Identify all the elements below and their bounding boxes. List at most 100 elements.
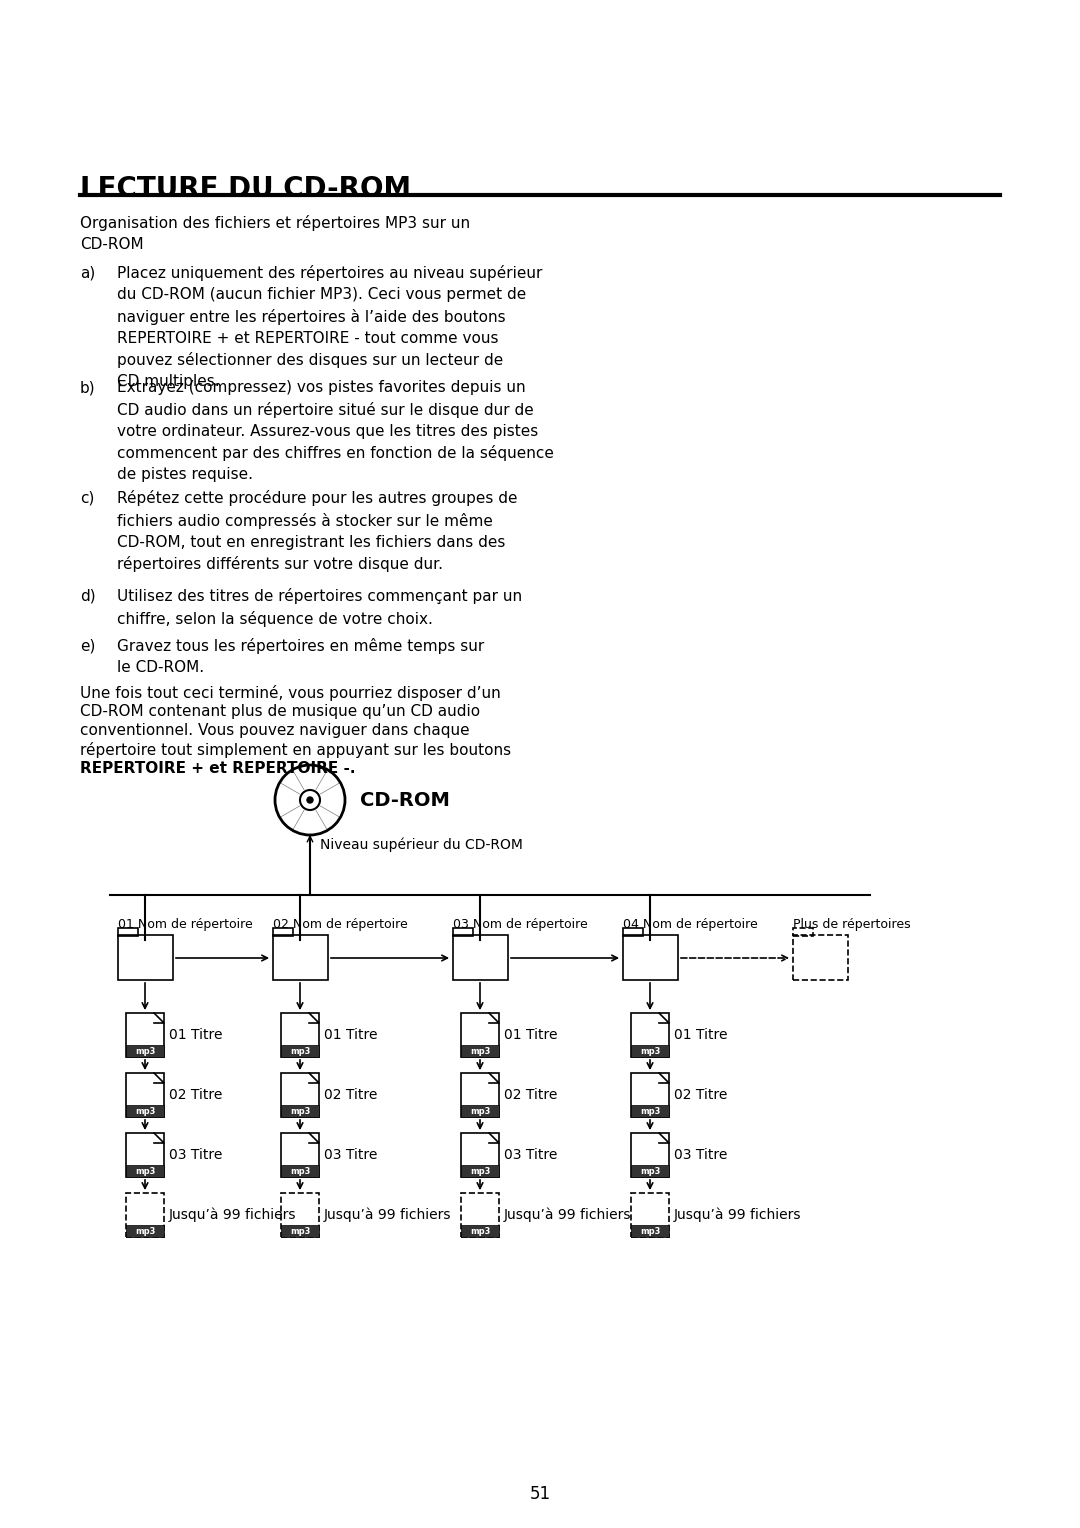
Text: d): d) (80, 588, 96, 604)
Bar (281, 1193, 319, 1238)
Bar (461, 1225, 499, 1238)
Text: 01 Titre: 01 Titre (674, 1028, 728, 1042)
Bar (126, 1193, 164, 1238)
Bar (631, 1073, 669, 1117)
Text: mp3: mp3 (135, 1227, 156, 1236)
Text: 01 Nom de répertoire: 01 Nom de répertoire (118, 918, 253, 931)
Text: conventionnel. Vous pouvez naviguer dans chaque: conventionnel. Vous pouvez naviguer dans… (80, 723, 470, 738)
Text: 02 Nom de répertoire: 02 Nom de répertoire (273, 918, 408, 931)
Text: Utilisez des titres de répertoires commençant par un
chiffre, selon la séquence : Utilisez des titres de répertoires comme… (117, 588, 522, 626)
Text: mp3: mp3 (135, 1047, 156, 1056)
Bar (631, 1013, 669, 1057)
Bar (631, 1105, 669, 1117)
Text: 02 Titre: 02 Titre (504, 1088, 557, 1102)
Text: répertoire tout simplement en appuyant sur les boutons: répertoire tout simplement en appuyant s… (80, 743, 511, 758)
Text: 02 Titre: 02 Titre (674, 1088, 727, 1102)
Text: Extrayez (compressez) vos pistes favorites depuis un
CD audio dans un répertoire: Extrayez (compressez) vos pistes favorit… (117, 380, 554, 481)
Bar (281, 1225, 319, 1238)
Bar (281, 1073, 319, 1117)
Bar (126, 1105, 164, 1117)
Text: Jusqu’à 99 fichiers: Jusqu’à 99 fichiers (324, 1207, 451, 1222)
Bar (793, 927, 813, 937)
Bar (461, 1132, 499, 1177)
Bar (281, 1045, 319, 1057)
Text: Jusqu’à 99 fichiers: Jusqu’à 99 fichiers (168, 1207, 297, 1222)
Bar (461, 1013, 499, 1057)
Bar (281, 1013, 319, 1057)
Text: a): a) (80, 264, 95, 280)
Text: 03 Titre: 03 Titre (324, 1148, 377, 1161)
Bar (126, 1132, 164, 1177)
Bar (631, 1225, 669, 1238)
Text: 03 Nom de répertoire: 03 Nom de répertoire (453, 918, 588, 931)
Bar (461, 1193, 499, 1238)
Text: 51: 51 (529, 1485, 551, 1504)
Bar (631, 1164, 669, 1177)
Bar (281, 1105, 319, 1117)
Bar (461, 1073, 499, 1117)
Bar (118, 927, 138, 937)
Text: Une fois tout ceci terminé, vous pourriez disposer d’un: Une fois tout ceci terminé, vous pourrie… (80, 685, 501, 701)
Text: Organisation des fichiers et répertoires MP3 sur un
CD-ROM: Organisation des fichiers et répertoires… (80, 215, 470, 252)
Text: mp3: mp3 (639, 1166, 660, 1175)
Text: 02 Titre: 02 Titre (324, 1088, 377, 1102)
Text: Plus de répertoires: Plus de répertoires (793, 918, 910, 931)
Bar (118, 935, 173, 979)
Bar (273, 927, 293, 937)
Text: CD-ROM: CD-ROM (360, 790, 450, 810)
Text: mp3: mp3 (470, 1166, 490, 1175)
Text: mp3: mp3 (135, 1166, 156, 1175)
Bar (126, 1164, 164, 1177)
Text: mp3: mp3 (470, 1227, 490, 1236)
Bar (281, 1164, 319, 1177)
Text: Gravez tous les répertoires en même temps sur
le CD-ROM.: Gravez tous les répertoires en même temp… (117, 639, 484, 675)
Bar (631, 1132, 669, 1177)
Circle shape (307, 798, 313, 804)
Text: mp3: mp3 (289, 1227, 310, 1236)
Text: Jusqu’à 99 fichiers: Jusqu’à 99 fichiers (674, 1207, 801, 1222)
Text: c): c) (80, 490, 94, 504)
Text: mp3: mp3 (289, 1106, 310, 1115)
Text: mp3: mp3 (470, 1106, 490, 1115)
Text: mp3: mp3 (135, 1106, 156, 1115)
Text: CD-ROM contenant plus de musique qu’un CD audio: CD-ROM contenant plus de musique qu’un C… (80, 704, 481, 720)
Text: LECTURE DU CD-ROM: LECTURE DU CD-ROM (80, 176, 411, 203)
Text: mp3: mp3 (289, 1047, 310, 1056)
Text: mp3: mp3 (470, 1047, 490, 1056)
Text: 02 Titre: 02 Titre (168, 1088, 222, 1102)
Text: 01 Titre: 01 Titre (324, 1028, 378, 1042)
Bar (126, 1073, 164, 1117)
Text: 03 Titre: 03 Titre (168, 1148, 222, 1161)
Bar (126, 1225, 164, 1238)
Bar (631, 1193, 669, 1238)
Bar (461, 1164, 499, 1177)
Text: Répétez cette procédure pour les autres groupes de
fichiers audio compressés à s: Répétez cette procédure pour les autres … (117, 490, 517, 571)
Text: mp3: mp3 (639, 1106, 660, 1115)
Text: mp3: mp3 (639, 1227, 660, 1236)
Text: Jusqu’à 99 fichiers: Jusqu’à 99 fichiers (504, 1207, 632, 1222)
Text: mp3: mp3 (639, 1047, 660, 1056)
Text: 04 Nom de répertoire: 04 Nom de répertoire (623, 918, 758, 931)
Text: 01 Titre: 01 Titre (168, 1028, 222, 1042)
Text: 03 Titre: 03 Titre (504, 1148, 557, 1161)
Bar (461, 1045, 499, 1057)
Text: e): e) (80, 639, 95, 652)
Text: REPERTOIRE + et REPERTOIRE -.: REPERTOIRE + et REPERTOIRE -. (80, 761, 355, 776)
Bar (631, 1045, 669, 1057)
Text: mp3: mp3 (289, 1166, 310, 1175)
Bar (281, 1132, 319, 1177)
Text: b): b) (80, 380, 96, 396)
Bar (453, 935, 508, 979)
Bar (461, 1105, 499, 1117)
Text: Placez uniquement des répertoires au niveau supérieur
du CD-ROM (aucun fichier M: Placez uniquement des répertoires au niv… (117, 264, 542, 390)
Text: 03 Titre: 03 Titre (674, 1148, 727, 1161)
Bar (126, 1013, 164, 1057)
Bar (623, 935, 678, 979)
Text: Niveau supérieur du CD-ROM: Niveau supérieur du CD-ROM (320, 837, 523, 853)
Text: 01 Titre: 01 Titre (504, 1028, 557, 1042)
Bar (623, 927, 643, 937)
Bar (273, 935, 328, 979)
Bar (453, 927, 473, 937)
Bar (126, 1045, 164, 1057)
Bar (793, 935, 848, 979)
